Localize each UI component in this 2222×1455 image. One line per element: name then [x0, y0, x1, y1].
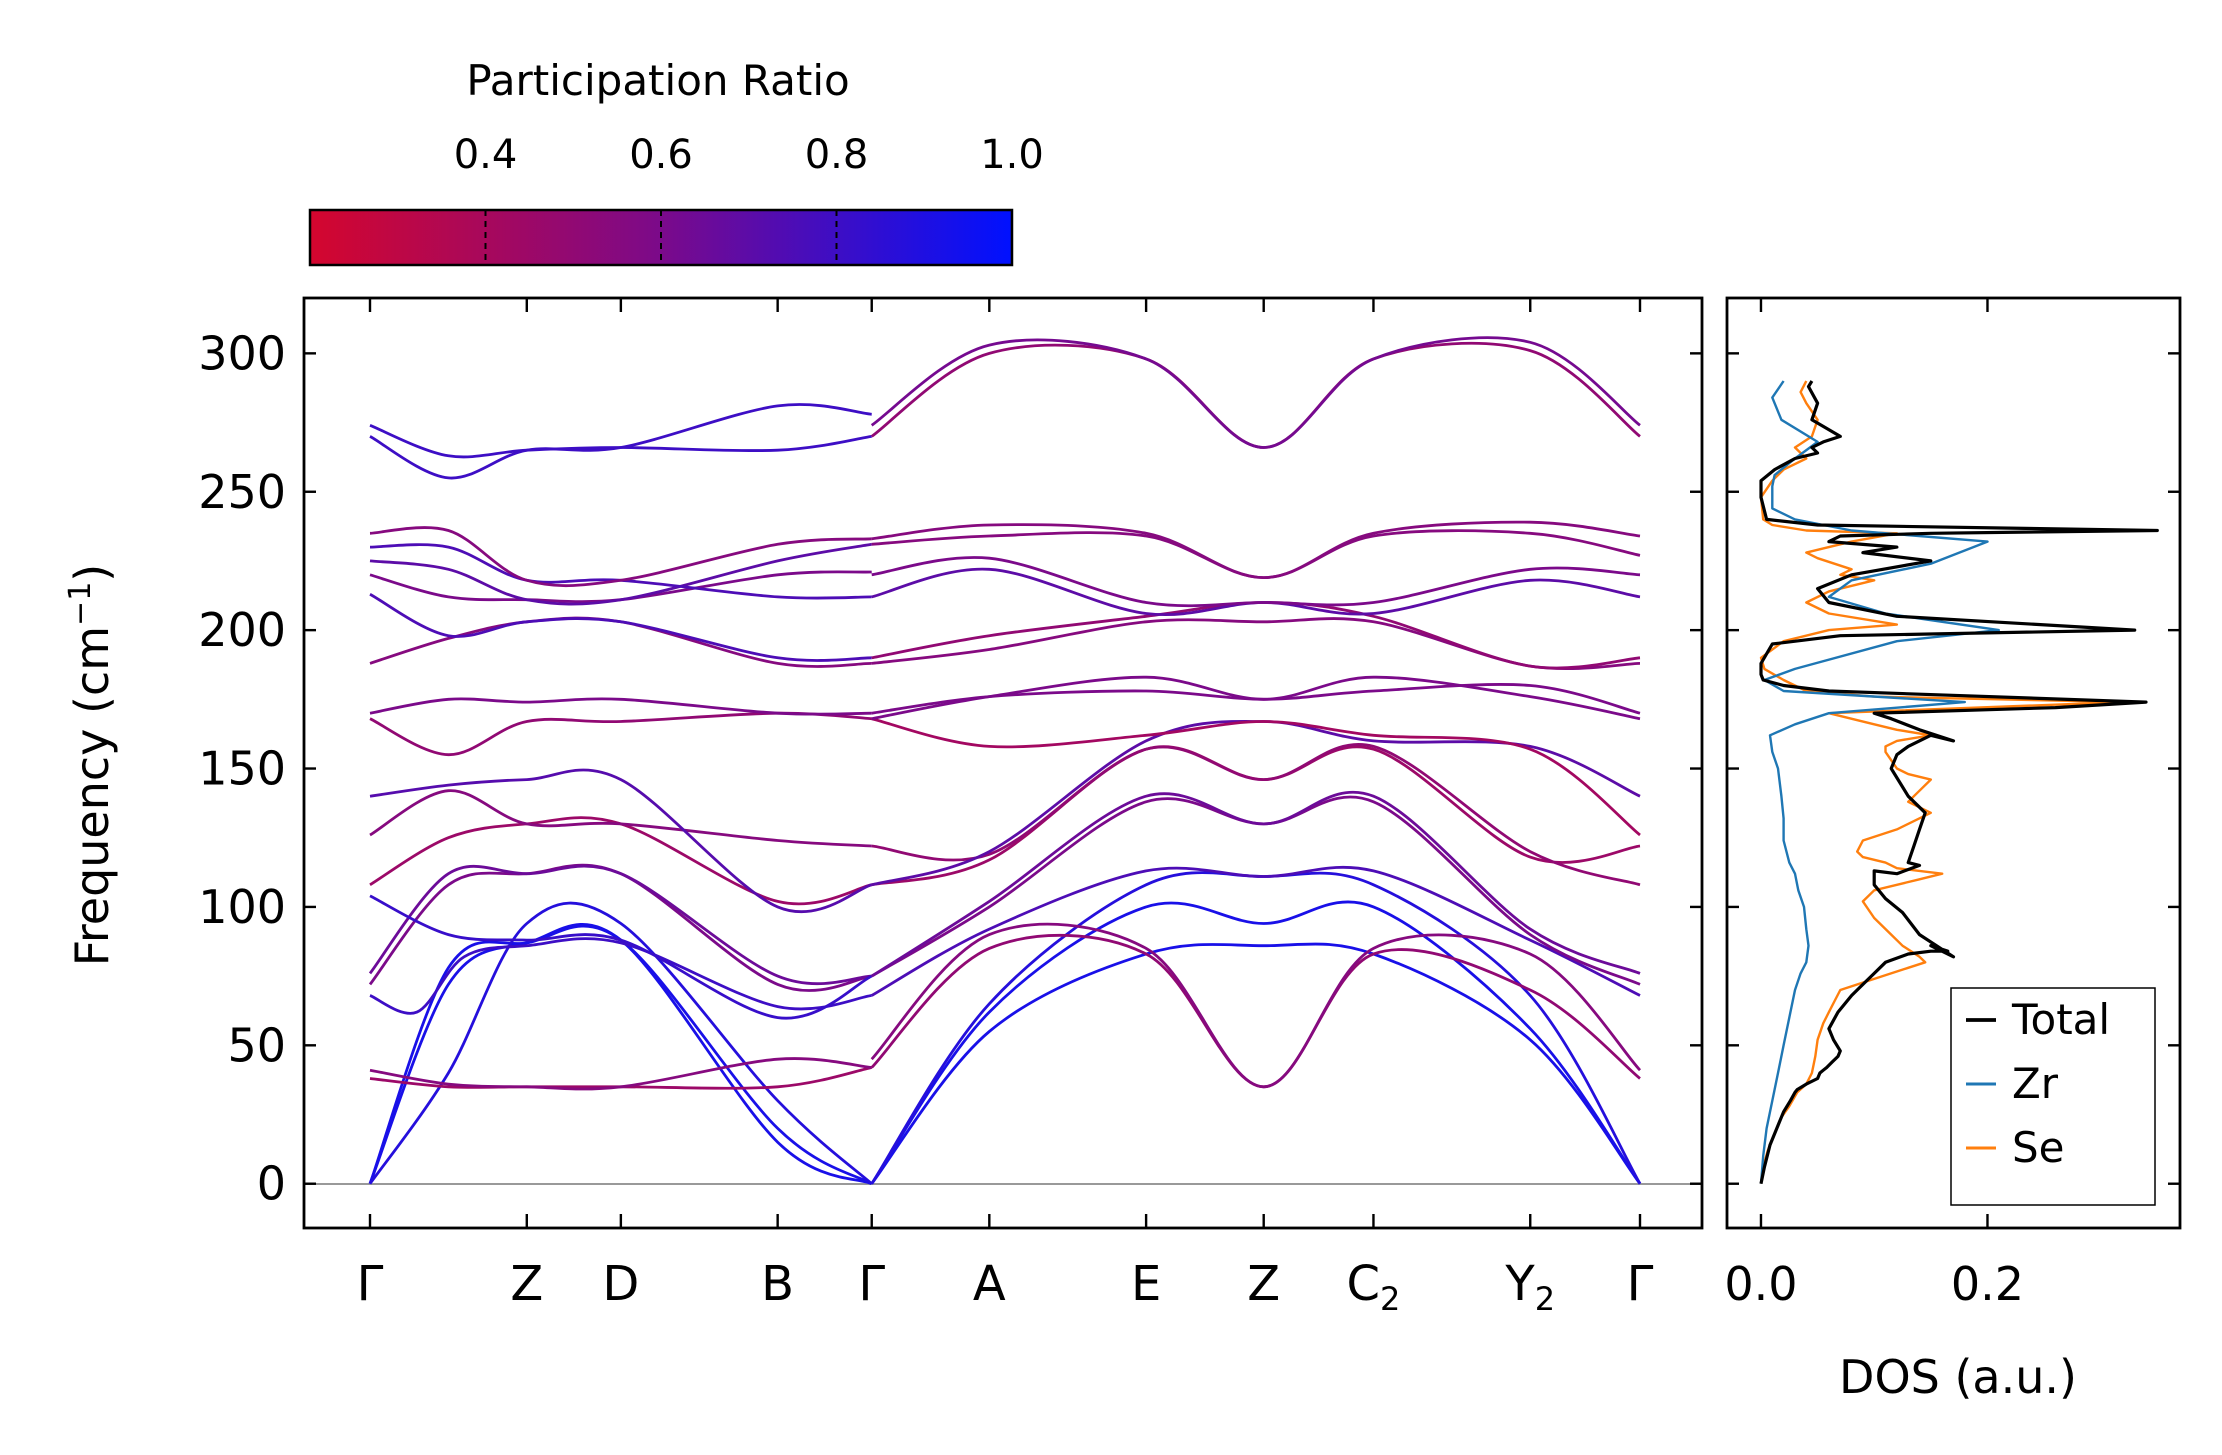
phonon-band [368, 923, 873, 1186]
y-axis-label-superscript: −1 [63, 582, 98, 626]
k-point-label: Γ [357, 1256, 384, 1312]
phonon-band [369, 789, 872, 848]
phonon-band [870, 942, 1642, 1185]
phonon-band [369, 423, 872, 459]
dos-ticks: 0.0 0.2 [1724, 298, 2180, 1311]
k-point-label: B [761, 1256, 794, 1312]
k-point-label: Γ [1627, 1256, 1654, 1312]
y-ticklabel: 300 [198, 326, 286, 380]
phonon-band [871, 601, 1641, 670]
phonon-band [870, 900, 1642, 1185]
phonon-band [871, 617, 1641, 671]
phonon-band [870, 922, 1642, 1089]
y-ticklabel: 150 [198, 742, 286, 796]
phonon-band [871, 556, 1641, 608]
legend-label-zr: Zr [2012, 1059, 2059, 1108]
phonon-band [870, 790, 1641, 978]
colorbar-ticklabel: 1.0 [980, 132, 1044, 178]
y-axis-label: Frequency (cm−1) [63, 564, 119, 967]
dos-x-ticklabel: 0.0 [1724, 1257, 1797, 1311]
phonon-band [369, 816, 873, 906]
phonon-band [369, 937, 872, 1015]
dos-lines [1759, 380, 2159, 1185]
phonon-band [368, 901, 873, 1185]
phonon-band [870, 336, 1641, 449]
phonon-band [368, 864, 872, 986]
phonon-band [871, 743, 1641, 887]
phonon-band [870, 341, 1641, 449]
phonon-band [369, 711, 872, 757]
phonon-band [369, 403, 872, 480]
phonon-band [871, 717, 1641, 837]
band-structure-panel: 0 50 100 150 200 250 300 Γ Z D B Γ A E Z C2 Y2 Γ Frequen… [63, 296, 1704, 1318]
y-ticklabel: 250 [198, 465, 286, 519]
colorbar-label: Participation Ratio [466, 56, 849, 105]
dos-line-zr [1759, 380, 2000, 1184]
colorbar: Participation Ratio 0.4 0.6 0.8 1.0 [308, 56, 1044, 267]
phonon-band [369, 768, 873, 914]
colorbar-ticklabel: 0.6 [629, 132, 693, 178]
y-ticklabel: 200 [198, 603, 286, 657]
dos-x-ticklabel: 0.2 [1951, 1257, 2024, 1311]
k-point-label: C2 [1347, 1256, 1401, 1318]
dos-axes-frame [1725, 296, 2182, 1230]
band-axes-frame [302, 296, 1704, 1230]
phonon-band [369, 543, 872, 600]
legend-label-total: Total [2011, 995, 2110, 1044]
k-point-label: Z [1247, 1256, 1280, 1312]
dos-line-total [1759, 380, 2159, 1185]
k-point-label: Γ [858, 1256, 885, 1312]
phonon-band [871, 865, 1641, 997]
dos-legend: Total Zr Se [1950, 987, 2156, 1206]
phonon-bands [368, 336, 1642, 1186]
band-k-ticks: Γ Z D B Γ A E Z C2 Y2 Γ [357, 298, 1654, 1318]
y-ticklabel: 100 [198, 880, 286, 934]
phonon-band [871, 520, 1641, 579]
phonon-band [369, 1057, 872, 1091]
phonon-band [369, 570, 872, 604]
dos-x-axis-label: DOS (a.u.) [1839, 1350, 2077, 1404]
k-point-label: Z [510, 1256, 543, 1312]
k-point-label: Y2 [1504, 1256, 1555, 1318]
y-ticklabel: 0 [257, 1157, 286, 1211]
phonon-band [870, 795, 1641, 986]
phonon-band [369, 592, 872, 662]
dos-panel: 0.0 0.2 DOS (a.u.) Total Zr Se [1724, 296, 2182, 1404]
k-point-label: D [602, 1256, 639, 1312]
phonon-band [870, 871, 1642, 1185]
phonon-band [368, 924, 873, 1185]
phonon-band [369, 697, 872, 716]
phonon-band [870, 933, 1641, 1089]
k-point-label: A [973, 1256, 1006, 1312]
colorbar-ticklabel: 0.4 [454, 132, 518, 178]
band-y-ticks: 0 50 100 150 200 250 300 [198, 326, 1702, 1211]
phonon-band [369, 526, 872, 588]
y-ticklabel: 50 [227, 1018, 286, 1072]
phonon-band [871, 683, 1641, 715]
colorbar-ticklabels: 0.4 0.6 0.8 1.0 [454, 132, 1044, 178]
colorbar-ticklabel: 0.8 [805, 132, 869, 178]
phonon-band [369, 542, 872, 606]
phonon-band [369, 1066, 872, 1090]
phonon-band [369, 894, 873, 1020]
phonon-band [871, 745, 1641, 887]
legend-frame [1950, 987, 2156, 1206]
k-point-label: E [1131, 1256, 1161, 1312]
legend-label-se: Se [2012, 1123, 2065, 1172]
colorbar-ticks [484, 210, 838, 265]
